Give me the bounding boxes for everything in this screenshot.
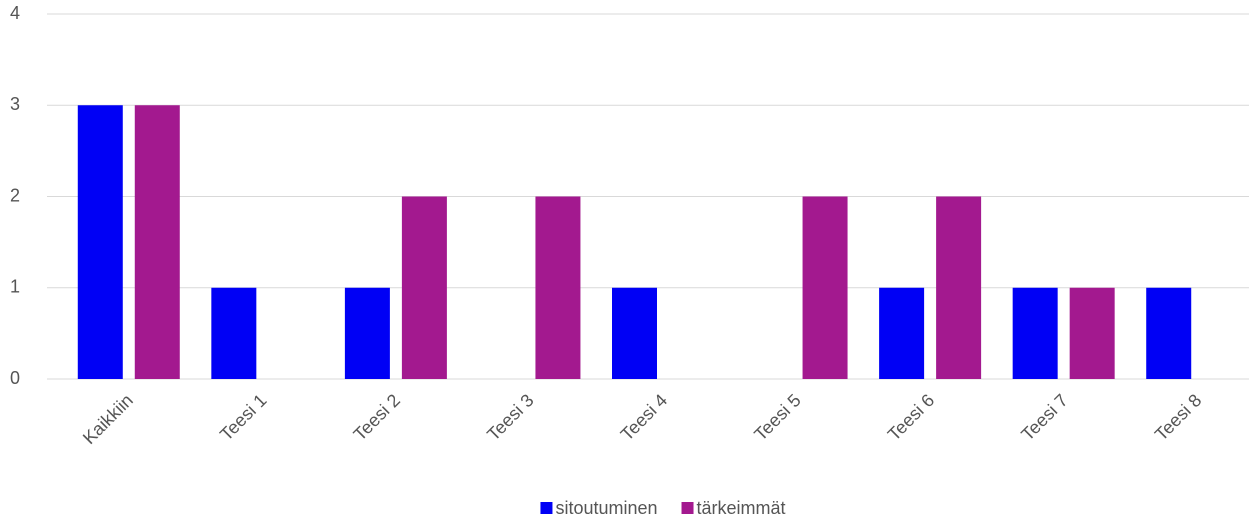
x-tick-label: Teesi 6 (884, 390, 938, 444)
bar (1069, 287, 1115, 379)
bar (879, 287, 925, 379)
y-tick-label: 0 (10, 368, 20, 388)
x-tick-label: Teesi 4 (617, 390, 671, 444)
bar (134, 105, 180, 379)
bar (535, 196, 581, 379)
x-tick-label: Teesi 1 (216, 390, 270, 444)
legend: sitoutuminen tärkeimmät (540, 498, 786, 518)
y-tick-label: 4 (10, 3, 20, 23)
y-tick-label: 1 (10, 277, 20, 297)
x-tick-label: Teesi 2 (350, 390, 404, 444)
bar (936, 196, 982, 379)
bar (401, 196, 447, 379)
bar (344, 287, 390, 379)
bar (77, 105, 123, 379)
legend-swatch (540, 502, 553, 514)
x-tick-label: Teesi 8 (1151, 390, 1205, 444)
x-tick-label: Teesi 5 (750, 390, 804, 444)
y-tick-label: 3 (10, 94, 20, 114)
y-tick-label: 2 (10, 185, 20, 205)
bar (211, 287, 257, 379)
bar (802, 196, 848, 379)
bar (612, 287, 657, 379)
x-tick-label: Teesi 7 (1017, 390, 1071, 444)
bar (1012, 287, 1058, 379)
bar (1146, 287, 1192, 379)
legend-swatch (681, 502, 694, 514)
legend-label: tärkeimmät (697, 498, 786, 518)
x-tick-label: Kaikkiin (79, 390, 137, 448)
legend-label: sitoutuminen (555, 498, 657, 518)
x-tick-label: Teesi 3 (483, 390, 537, 444)
